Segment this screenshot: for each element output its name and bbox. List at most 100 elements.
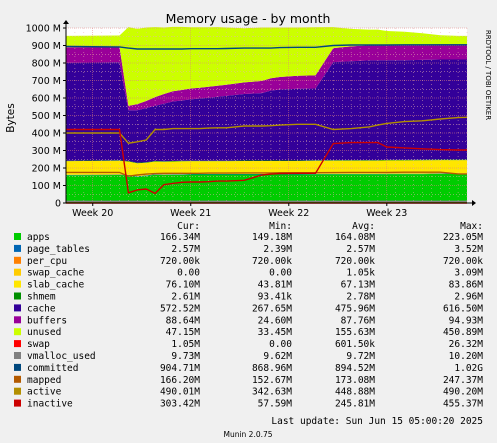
legend-max-buffers: 94.93M (449, 315, 484, 326)
y-tick-label: 600 M (32, 94, 61, 105)
y-tick-label: 900 M (32, 41, 61, 52)
legend-table: Cur: Min: Avg: Max: apps 166.34M 149.18M 164.08… (14, 221, 483, 410)
legend-swatch-mapped (14, 375, 21, 383)
legend-avg-swap-cache: 1.05k (346, 268, 375, 279)
legend-name-apps: apps (27, 232, 50, 243)
legend-cur-slab-cache: 76.10M (166, 280, 201, 291)
legend-max-shmem: 2.96M (454, 292, 483, 303)
legend-cur-shmem: 2.61M (171, 292, 200, 303)
legend-swatch-page-tables (14, 244, 21, 252)
legend-min-page-tables: 2.39M (263, 244, 292, 255)
legend-swatch-slab-cache (14, 280, 21, 288)
legend-min-vmalloc-used: 9.62M (263, 351, 292, 362)
area-apps (66, 173, 467, 203)
legend-max-unused: 450.89M (443, 327, 483, 338)
legend-cur-page-tables: 2.57M (171, 244, 200, 255)
axes: 0 100 M 200 M 300 M 400 M 500 M 600 M 700 M 800 … (26, 20, 476, 219)
y-tick-label: 1000 M (26, 24, 61, 35)
legend-swatch-per-cpu (14, 256, 21, 264)
legend-avg-inactive: 245.81M (335, 399, 375, 410)
legend-name-vmalloc-used: vmalloc_used (27, 351, 96, 362)
legend-avg-apps: 164.08M (335, 232, 375, 243)
y-tick-label: 300 M (32, 146, 61, 157)
legend-cur-vmalloc-used: 9.73M (171, 351, 200, 362)
y-tick-label: 800 M (32, 59, 61, 70)
x-tick-label: Week 22 (268, 208, 309, 219)
legend-min-cache: 267.65M (252, 303, 292, 314)
legend-min-inactive: 57.59M (258, 399, 293, 410)
legend-avg-active: 448.88M (335, 387, 375, 398)
legend-avg-cache: 475.96M (335, 303, 375, 314)
y-tick-label: 400 M (32, 129, 61, 140)
legend-max-active: 490.20M (443, 387, 483, 398)
y-axis-label: Bytes (5, 103, 17, 132)
legend-max-committed: 1.02G (454, 363, 483, 374)
legend-swatch-cache (14, 304, 21, 312)
x-tick-label: Week 21 (170, 208, 211, 219)
legend-cur-committed: 904.71M (160, 363, 200, 374)
legend-header-max: Max: (460, 221, 483, 232)
x-tick-label: Week 20 (72, 208, 113, 219)
legend-min-mapped: 152.67M (252, 375, 292, 386)
y-tick-label: 700 M (32, 76, 61, 87)
legend-min-apps: 149.18M (252, 232, 292, 243)
line-active (66, 116, 468, 144)
legend-max-mapped: 247.37M (443, 375, 483, 386)
rrdtool-watermark: RRDTOOL / TOBI OETIKER (484, 30, 492, 120)
legend-swatch-unused (14, 328, 21, 336)
legend-header-min: Min: (269, 221, 292, 232)
legend-swatch-committed (14, 363, 21, 371)
legend-cur-inactive: 303.42M (160, 399, 200, 410)
legend-name-shmem: shmem (27, 292, 56, 303)
legend-min-unused: 33.45M (258, 327, 293, 338)
munin-version-footer: Munin 2.0.75 (223, 430, 272, 439)
legend-name-page-tables: page_tables (27, 244, 90, 255)
y-axis-arrow (63, 20, 69, 24)
legend-max-swap-cache: 3.09M (454, 268, 483, 279)
legend-name-buffers: buffers (27, 315, 67, 326)
x-axis-arrow (472, 200, 476, 206)
legend-cur-unused: 47.15M (166, 327, 201, 338)
legend-max-per-cpu: 720.00k (443, 256, 483, 267)
legend-swatch-swap-cache (14, 268, 21, 276)
chart-title: Memory usage - by month (166, 11, 331, 26)
x-tick-label: Week 23 (366, 208, 407, 219)
legend-min-active: 342.63M (252, 387, 292, 398)
legend-avg-unused: 155.63M (335, 327, 375, 338)
legend-min-buffers: 24.60M (258, 315, 293, 326)
y-tick-label: 100 M (32, 181, 61, 192)
legend-min-shmem: 93.41k (258, 292, 293, 303)
legend-avg-page-tables: 2.57M (346, 244, 375, 255)
legend-swatch-buffers (14, 316, 21, 324)
legend-max-page-tables: 3.52M (454, 244, 483, 255)
legend-cur-buffers: 88.64M (166, 315, 201, 326)
legend-name-inactive: inactive (27, 399, 73, 410)
legend-max-cache: 616.50M (443, 303, 483, 314)
legend-header-cur: Cur: (177, 221, 200, 232)
legend-min-committed: 868.96M (252, 363, 292, 374)
legend-name-committed: committed (27, 363, 78, 374)
legend-cur-active: 490.01M (160, 387, 200, 398)
legend-name-swap: swap (27, 339, 50, 350)
legend-cur-swap: 1.05M (171, 339, 200, 350)
legend-min-slab-cache: 43.81M (258, 280, 293, 291)
legend-avg-per-cpu: 720.00k (335, 256, 375, 267)
legend-avg-committed: 894.52M (335, 363, 375, 374)
area-unused (66, 26, 467, 106)
legend-name-cache: cache (27, 303, 56, 314)
legend-avg-swap: 601.50k (335, 339, 375, 350)
legend-min-swap-cache: 0.00 (269, 268, 292, 279)
legend-cur-mapped: 166.20M (160, 375, 200, 386)
y-tick-label: 200 M (32, 164, 61, 175)
legend-swatch-shmem (14, 292, 21, 300)
last-update-text: Last update: Sun Jun 15 05:00:20 2025 (271, 416, 483, 427)
legend-max-apps: 223.05M (443, 232, 483, 243)
legend-max-vmalloc-used: 10.20M (449, 351, 484, 362)
legend-swatch-active (14, 387, 21, 395)
legend-name-active: active (27, 387, 62, 398)
legend-cur-cache: 572.52M (160, 303, 200, 314)
legend-cur-swap-cache: 0.00 (177, 268, 200, 279)
legend-avg-buffers: 87.76M (341, 315, 376, 326)
